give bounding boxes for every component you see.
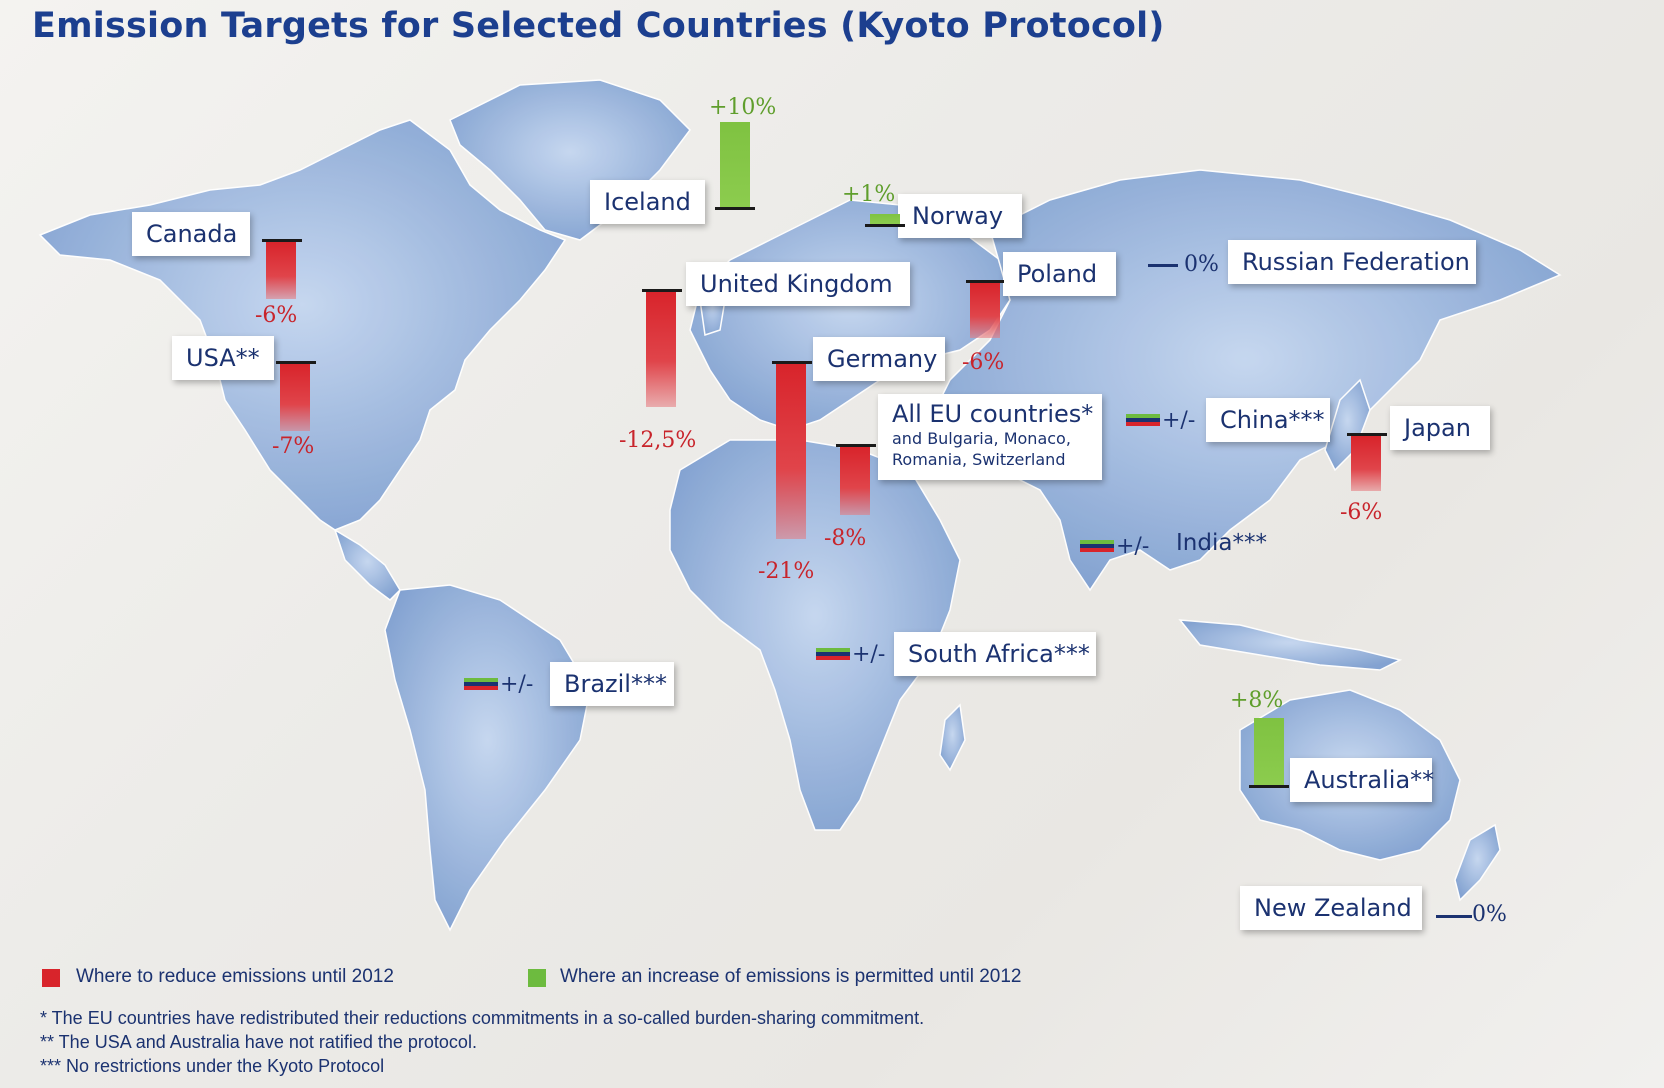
pct-iceland: +10% [709, 95, 777, 120]
indonesia-shape [1178, 619, 1403, 671]
baseline-uk [642, 289, 682, 292]
baseline-australia [1249, 785, 1289, 788]
flag-south-africa [816, 648, 850, 660]
label-uk: United Kingdom [686, 262, 910, 306]
bar-japan [1351, 436, 1381, 491]
label-eu-sub1: and Bulgaria, Monaco, [892, 429, 1071, 448]
flag-china [1126, 414, 1160, 426]
label-eu-main: All EU countries* [892, 400, 1094, 428]
legend-reduce-text: Where to reduce emissions until 2012 [76, 966, 394, 987]
bar-norway [870, 214, 900, 224]
bar-uk [646, 292, 676, 407]
central-america-shape [333, 528, 401, 601]
pm-china: +/- [1162, 408, 1196, 433]
baseline-eu [836, 444, 876, 447]
bar-eu [840, 447, 870, 515]
baseline-norway [865, 224, 905, 227]
south-america-shape [384, 584, 591, 932]
label-norway: Norway [898, 194, 1022, 238]
legend-increase-swatch [528, 969, 546, 987]
label-russia: Russian Federation [1228, 240, 1476, 284]
label-canada: Canada [132, 212, 250, 256]
label-india: India*** [1176, 530, 1267, 556]
pct-usa: -7% [272, 434, 315, 459]
label-usa: USA** [172, 336, 274, 380]
flag-india [1080, 540, 1114, 552]
pct-australia: +8% [1230, 688, 1284, 713]
pm-brazil: +/- [500, 672, 534, 697]
baseline-usa [276, 361, 316, 364]
bar-poland [970, 283, 1000, 338]
footnote-usa-australia: ** The USA and Australia have not ratifi… [40, 1032, 477, 1052]
pct-poland: -6% [962, 350, 1005, 375]
bar-usa [280, 364, 310, 431]
label-poland: Poland [1003, 252, 1116, 296]
label-eu: All EU countries* and Bulgaria, Monaco, … [878, 394, 1102, 480]
baseline-poland [966, 280, 1004, 283]
new-zealand-shape [1454, 823, 1501, 902]
asia-shape [929, 169, 1562, 592]
pm-south-africa: +/- [852, 642, 886, 667]
zero-line-russia [1148, 264, 1178, 267]
page-title: Emission Targets for Selected Countries … [32, 6, 1165, 46]
pct-norway: +1% [842, 182, 896, 207]
baseline-germany [772, 361, 812, 364]
baseline-japan [1347, 433, 1387, 436]
footnote-no-restrictions: *** No restrictions under the Kyoto Prot… [40, 1056, 385, 1076]
zero-line-new-zealand [1436, 915, 1472, 918]
north-america-shape [38, 119, 567, 531]
pct-canada: -6% [255, 303, 298, 328]
baseline-iceland [715, 207, 755, 210]
baseline-canada [262, 239, 302, 242]
pm-india: +/- [1116, 534, 1150, 559]
label-new-zealand: New Zealand [1240, 886, 1422, 930]
label-eu-sub2: Romania, Switzerland [892, 450, 1066, 469]
label-brazil: Brazil*** [550, 662, 674, 706]
label-china: China*** [1206, 398, 1330, 442]
label-iceland: Iceland [590, 180, 705, 224]
legend-reduce-swatch [42, 969, 60, 987]
bar-australia [1254, 718, 1284, 785]
label-germany: Germany [813, 337, 945, 381]
pct-eu: -8% [824, 526, 867, 551]
pct-japan: -6% [1340, 500, 1383, 525]
pct-uk: -12,5% [619, 428, 697, 453]
pct-germany: -21% [758, 559, 815, 584]
legend-increase-text: Where an increase of emissions is permit… [560, 966, 1022, 987]
flag-brazil [464, 678, 498, 690]
bar-canada [266, 242, 296, 299]
label-australia: Australia** [1290, 758, 1434, 802]
label-japan: Japan [1390, 406, 1490, 450]
bar-germany [776, 364, 806, 539]
madagascar-shape [939, 703, 966, 772]
label-south-africa: South Africa*** [894, 632, 1096, 676]
pct-new-zealand: 0% [1472, 902, 1507, 927]
bar-iceland [720, 122, 750, 207]
pct-russia: 0% [1184, 252, 1219, 277]
footnote-eu: * The EU countries have redistributed th… [40, 1008, 925, 1028]
